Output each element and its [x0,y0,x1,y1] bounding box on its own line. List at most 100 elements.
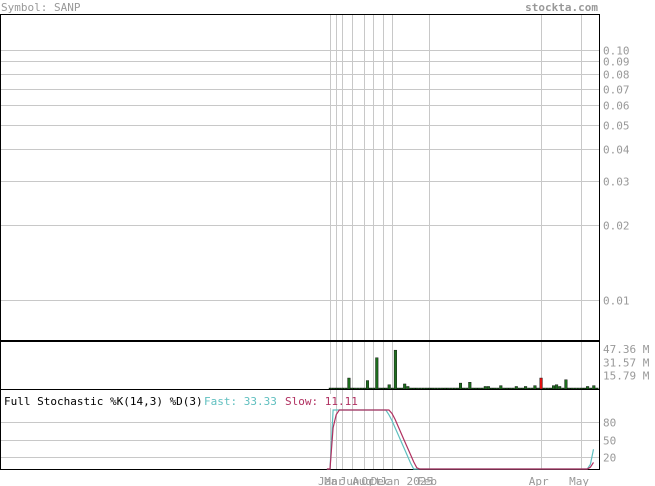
x-tick-label: Aug [352,475,372,486]
volume-bar [552,385,556,390]
volume-bar [576,387,580,390]
price-tick-label: 0.09 [603,56,630,69]
volume-bar [341,387,345,390]
volume-bar [390,387,394,390]
volume-bar [397,387,401,390]
volume-bar [459,382,463,390]
volume-bar [521,387,525,390]
volume-bar [393,349,397,390]
volume-bar [446,387,450,390]
volume-bar [586,386,590,390]
price-panel-frame [0,14,600,341]
volume-bar [527,387,531,390]
volume-bar [366,380,370,390]
stochastic-tick-label: 20 [603,452,616,465]
volume-bar [564,379,568,390]
volume-bar [372,387,376,390]
x-tick-label: Oct [361,475,381,486]
volume-bar [331,387,335,390]
volume-bar [437,387,441,390]
stochastic-title: Full Stochastic %K(14,3) %D(3) [4,395,203,408]
volume-bar [434,387,438,390]
stochastic-panel: 80 50 20 Full Stochastic %K(14,3) %D(3) Fa… [0,389,616,470]
volume-bar [514,386,518,390]
volume-panel: 47.36 M31.57 M15.79 M [0,341,650,390]
x-tick-label: Dec [371,475,391,486]
volume-bar [415,387,419,390]
volume-bar [558,386,562,390]
slow-stochastic-line [326,409,595,470]
volume-bar [499,385,503,390]
volume-bar [369,387,373,390]
volume-bar [400,387,404,390]
volume-bar [493,387,497,390]
volume-bar [545,387,549,390]
volume-bar [462,387,466,390]
price-tick-label: 0.06 [603,100,630,113]
volume-bar [474,387,478,390]
volume-bar [418,387,422,390]
volume-bar [589,387,593,390]
volume-bar [561,387,565,390]
volume-bar [483,386,487,390]
volume-bar [517,387,521,390]
volume-bar [468,382,472,390]
x-tick-label: Jan 2025 [380,475,433,486]
price-tick-label: 0.08 [603,69,630,82]
volume-bar [421,387,425,390]
volume-bar [570,387,574,390]
volume-bar [356,387,360,390]
volume-bar [353,387,357,390]
volume-bar [505,387,509,390]
volume-bar [424,387,428,390]
volume-bar [328,387,332,390]
volume-bar [381,387,385,390]
volume-bar [335,387,339,390]
volume-bar [449,387,453,390]
volume-bar [412,387,416,390]
price-panel: 0.100.090.08 0.07 0.06 0.05 0.04 0.03 0.02 0.01 [0,14,630,341]
volume-bar [378,387,382,390]
volume-bar [583,387,587,390]
volume-tick-label: 47.36 M [603,343,650,356]
volume-bar [536,387,540,390]
volume-bar [428,387,432,390]
volume-bar [465,387,469,390]
volume-bar [362,387,366,390]
price-tick-label: 0.05 [603,120,630,133]
price-vertical-gridlines [330,15,582,340]
price-gridlines [1,50,599,301]
x-tick-label: Mar [324,475,344,486]
volume-bar [344,387,348,390]
volume-bar [350,387,354,390]
x-tick-label: Feb [417,475,437,486]
fast-label: Fast: 33.33 [204,395,277,408]
x-tick-label: May [569,475,589,486]
price-tick-label: 0.10 [603,45,630,58]
volume-bar [579,387,583,390]
volume-bar [455,387,459,390]
volume-bar [496,387,500,390]
stochastic-tick-label: 80 [603,417,616,430]
volume-bar [573,387,577,390]
x-tick-label: Jun [340,475,360,486]
x-tick-label: Jan [318,475,338,486]
volume-bar [480,387,484,390]
stochastic-gridlines [1,422,599,458]
volume-bar [406,386,410,390]
volume-bar [530,387,534,390]
x-tick-label: Apr [529,475,549,486]
volume-bar [403,383,407,390]
volume-bar [486,386,490,390]
price-tick-labels: 0.100.090.08 0.07 0.06 0.05 0.04 0.03 0.02 0.01 [603,45,630,308]
volume-bar [595,387,599,390]
volume-tick-label: 31.57 M [603,356,650,369]
volume-bar [524,386,528,390]
volume-bar [338,387,342,390]
volume-bar [592,385,596,390]
volume-bar [555,384,559,390]
price-tick-label: 0.02 [603,220,630,233]
stochastic-tick-labels: 80 50 20 [603,417,616,465]
volume-bar [508,387,512,390]
